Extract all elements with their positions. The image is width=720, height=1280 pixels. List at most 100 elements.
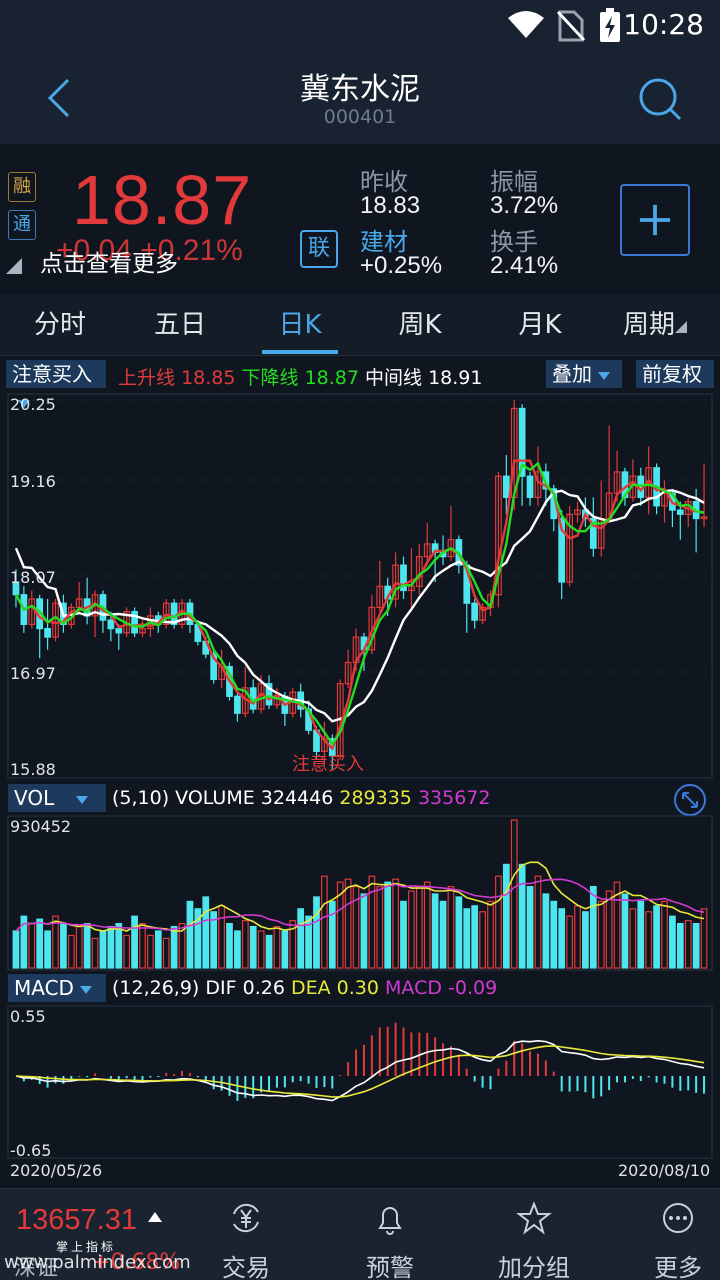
turnover-label: 换手 <box>490 228 538 256</box>
nav-bar <box>0 52 720 144</box>
indicator-dropdown[interactable]: 注意买入 <box>6 360 106 408</box>
volume-bar-down <box>115 922 123 969</box>
candle-down <box>107 619 115 630</box>
tab-daily-k[interactable]: 日K <box>278 310 322 340</box>
tab-period[interactable]: 周期 <box>600 304 710 341</box>
period-tab-bar <box>0 294 720 356</box>
fullscreen-icon[interactable] <box>672 782 708 818</box>
brand-tag: 掌上指标 <box>56 1240 117 1254</box>
chevron-down-icon <box>598 371 610 380</box>
volume-bar-down <box>202 896 210 969</box>
dropdown-corner-icon <box>675 321 687 333</box>
candle-up <box>534 471 542 498</box>
overlay-dropdown[interactable]: 叠加 <box>546 360 622 388</box>
volume-bar-down <box>265 934 273 969</box>
volume-bar-up <box>336 881 344 969</box>
volume-bar-up <box>645 911 653 969</box>
adjust-button[interactable]: 前复权 <box>636 360 714 388</box>
nav-add-group[interactable]: 加分组 <box>484 1196 584 1280</box>
nav-more[interactable]: 更多 <box>628 1196 720 1280</box>
volume-bar-up <box>479 911 486 969</box>
vol-indicator-label: VOL <box>14 786 55 810</box>
volume-bar-down <box>20 915 28 969</box>
related-button[interactable]: 联 <box>300 230 338 268</box>
vol-max-label: 930452 <box>10 817 71 836</box>
down-line <box>14 461 705 747</box>
overlay-label: 叠加 <box>552 362 592 386</box>
back-button[interactable] <box>38 70 82 126</box>
yen-exchange-icon <box>233 1203 259 1233</box>
macd-chart-frame <box>7 1005 713 1159</box>
tab-weekly-k[interactable]: 周K <box>398 310 442 340</box>
nav-trade-label: 交易 <box>222 1254 270 1280</box>
volume-bar-up <box>574 905 581 969</box>
volume-bar-down <box>226 922 233 969</box>
mid-line-value: 18.91 <box>428 367 483 389</box>
more-hint-tooltip[interactable]: 点击查看更多 <box>40 251 178 277</box>
nav-more-label: 更多 <box>654 1254 702 1280</box>
volume-bar-up <box>123 934 131 969</box>
stock-connect-tag: 通 <box>8 210 36 240</box>
volume-bar-up <box>241 920 249 969</box>
volume-bar-down <box>518 863 526 969</box>
tab-intraday[interactable]: 分时 <box>33 310 86 340</box>
volume-bar-up <box>67 934 75 969</box>
index-value[interactable]: 13657.31 <box>16 1204 137 1236</box>
candle-down <box>676 509 684 515</box>
nav-alert[interactable]: 预警 <box>340 1196 440 1280</box>
volume-bar-down <box>669 915 676 969</box>
volume-bar-up <box>684 920 692 969</box>
kline-chart[interactable]: 20.25 19.16 18.07 16.97 15.88 注意买入 93045… <box>0 356 720 1186</box>
dif-value: 0.26 <box>242 977 285 999</box>
macd-params: (12,26,9) DIF <box>112 977 237 999</box>
tab-five-day[interactable]: 五日 <box>153 310 206 340</box>
search-icon[interactable] <box>632 72 688 128</box>
bell-icon <box>378 1207 402 1235</box>
star-icon <box>516 1201 552 1235</box>
volume-bar-up <box>368 875 376 969</box>
volume-bar-down <box>194 908 202 969</box>
volume-bar-down <box>621 893 629 969</box>
volume-bar-down <box>234 930 241 969</box>
nav-trade[interactable]: 交易 <box>196 1196 296 1280</box>
volume-bar-down <box>60 922 67 969</box>
up-line-label: 上升线 <box>118 367 176 389</box>
main-legend: 上升线 18.85 下降线 18.87 中间线 18.91 <box>118 363 483 390</box>
vol-indicator-dropdown[interactable]: VOL <box>8 784 106 812</box>
volume-bar-up <box>700 908 708 969</box>
add-watchlist-button[interactable] <box>620 184 690 256</box>
volume-bar-down <box>384 881 392 969</box>
quote-panel <box>0 146 720 290</box>
sector-label[interactable]: 建材 <box>360 228 408 256</box>
macd-indicator-dropdown[interactable]: MACD <box>8 974 106 1002</box>
volume-bar-down <box>328 900 336 969</box>
volume-bar-down <box>99 930 107 969</box>
index-name: 深证 <box>14 1256 59 1280</box>
volume-bar-up <box>408 890 415 969</box>
candle-up <box>376 585 384 609</box>
index-change-pct: +0.68% <box>92 1250 181 1275</box>
candle-up <box>447 539 455 558</box>
down-line-label: 下降线 <box>241 367 299 389</box>
margin-trading-tag: 融 <box>8 172 36 202</box>
bottom-nav <box>0 1188 720 1280</box>
nav-add-group-label: 加分组 <box>498 1254 570 1280</box>
chevron-down-icon <box>79 985 92 994</box>
candle-up <box>423 543 431 558</box>
volume-bar-up <box>91 937 99 969</box>
dea-label: DEA <box>290 977 331 999</box>
stock-code: 000401 <box>323 106 397 128</box>
volume-bar-up <box>352 885 360 969</box>
candle-down <box>265 683 273 706</box>
volume-bar-up <box>613 881 621 969</box>
chevron-down-icon <box>76 795 89 804</box>
sector-change: +0.25% <box>360 252 443 279</box>
last-price: 18.87 <box>72 161 253 239</box>
turnover-value: 2.41% <box>490 252 559 279</box>
indicator-dropdown-label: 注意买入 <box>12 362 92 386</box>
dea-value: 0.30 <box>336 977 379 999</box>
tab-monthly-k[interactable]: 月K <box>518 310 562 340</box>
volume-bar-down <box>637 900 645 969</box>
volume-bar-up <box>178 922 186 969</box>
dif-line <box>15 1039 705 1102</box>
